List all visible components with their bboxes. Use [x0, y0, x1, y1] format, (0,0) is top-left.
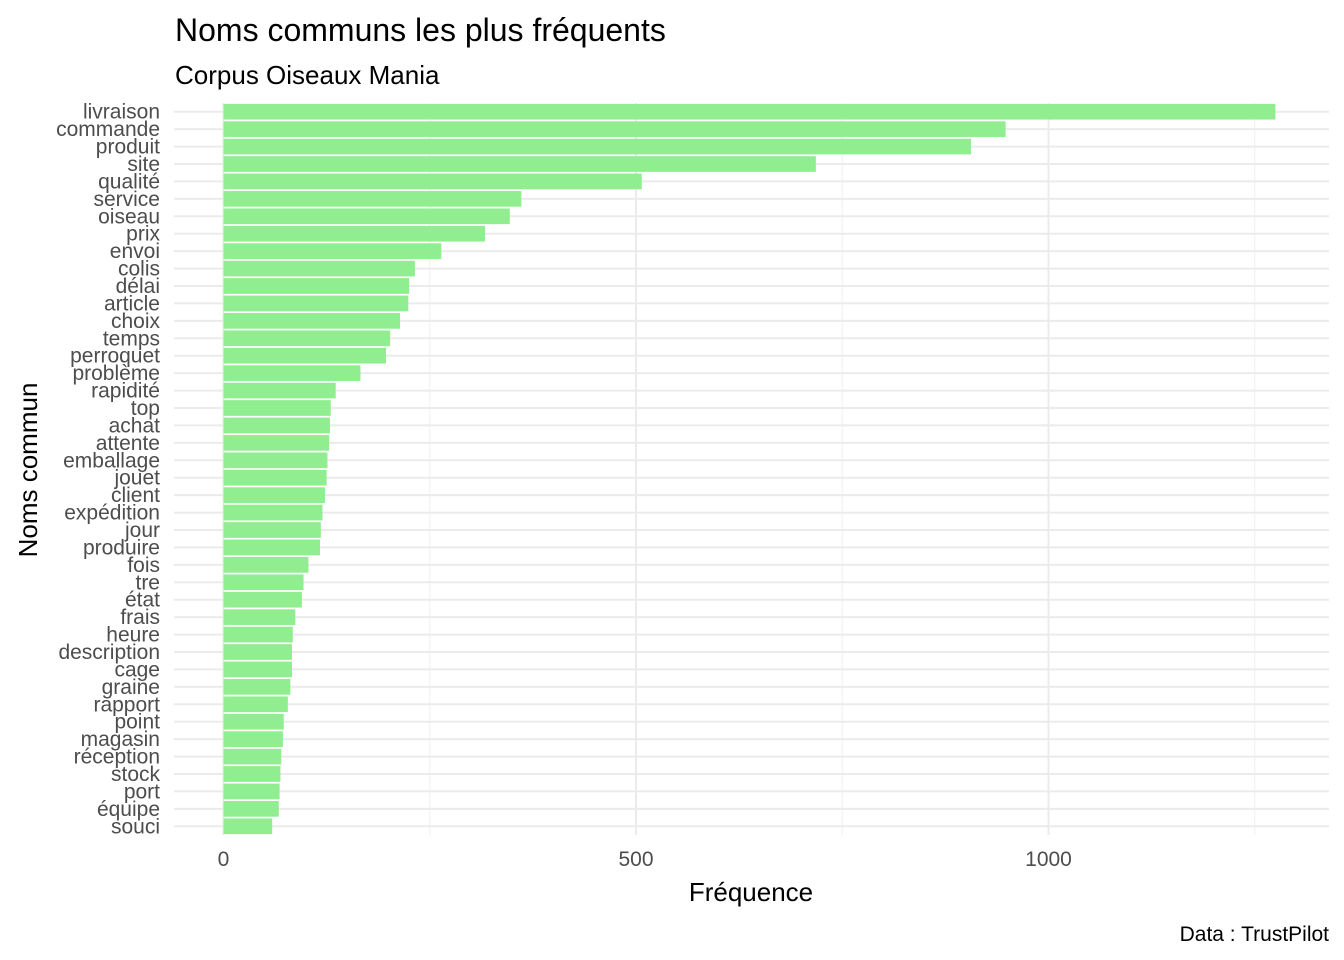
bar-graine [223, 679, 291, 695]
y-tick-label: achat [109, 414, 161, 437]
bar-cage [223, 661, 292, 678]
bar-fois [223, 557, 309, 573]
bar-jouet [223, 469, 327, 486]
y-tick-label: article [104, 292, 160, 315]
y-tick-label: site [127, 153, 160, 176]
bar-état [223, 591, 302, 608]
bar-souci [223, 818, 273, 835]
y-tick-label: service [93, 188, 160, 211]
bar-point [223, 713, 284, 730]
bar-top [223, 400, 331, 416]
bar-oiseau [223, 208, 510, 225]
bar-prix [223, 225, 486, 242]
y-tick-label: heure [106, 624, 160, 647]
y-tick-label: souci [111, 815, 160, 838]
y-tick-label: qualité [98, 170, 160, 193]
y-tick-label: point [114, 711, 160, 734]
x-tick-label: 1000 [1025, 848, 1072, 871]
y-tick-label: livraison [83, 101, 160, 124]
y-tick-label: perroquet [70, 345, 160, 368]
x-tick-label: 500 [618, 848, 653, 871]
y-tick-label: jour [124, 519, 160, 542]
y-tick-label: graine [102, 676, 160, 699]
bar-site [223, 156, 816, 172]
bar-heure [223, 626, 293, 643]
bar-service [223, 191, 522, 207]
bars [223, 103, 1276, 835]
y-tick-label: produire [83, 536, 160, 559]
y-tick-label: top [131, 397, 160, 420]
y-tick-label: fois [127, 554, 160, 577]
bar-équipe [223, 801, 279, 817]
y-tick-label: délai [116, 275, 160, 298]
bar-frais [223, 609, 296, 625]
y-tick-label: oiseau [98, 205, 160, 228]
y-tick-label: réception [74, 746, 160, 769]
bar-emballage [223, 452, 328, 469]
y-tick-label: expédition [64, 502, 160, 525]
bar-port [223, 783, 280, 800]
bar-qualité [223, 173, 642, 190]
y-tick-label: commande [56, 118, 160, 141]
x-tick-labels: 0 500 1000 [218, 848, 1072, 871]
bar-rapidité [223, 382, 336, 399]
y-tick-label: jouet [113, 467, 160, 490]
bar-attente [223, 435, 330, 451]
bar-description [223, 644, 292, 660]
bar-réception [223, 748, 282, 765]
caption: Data : TrustPilot [1180, 923, 1330, 946]
bar-expédition [223, 504, 323, 521]
bar-produire [223, 539, 321, 556]
y-tick-label: choix [111, 310, 161, 333]
bar-livraison [223, 103, 1276, 120]
bar-tre [223, 574, 304, 591]
y-tick-label: état [125, 589, 160, 612]
y-tick-labels: livraisoncommandeproduitsitequalitéservi… [56, 101, 160, 839]
bar-produit [223, 138, 971, 155]
bar-magasin [223, 731, 283, 747]
y-tick-label: client [111, 484, 160, 507]
bar-achat [223, 417, 330, 434]
y-tick-label: envoi [110, 240, 160, 263]
y-tick-label: description [58, 641, 160, 664]
y-tick-label: colis [118, 258, 160, 281]
bar-jour [223, 522, 321, 538]
y-tick-label: prix [126, 223, 160, 246]
y-tick-label: tre [135, 571, 160, 594]
y-tick-label: équipe [97, 798, 160, 821]
bar-envoi [223, 243, 442, 259]
bar-stock [223, 766, 281, 782]
bar-article [223, 295, 409, 312]
y-tick-label: problème [72, 362, 160, 385]
bar-rapport [223, 696, 288, 713]
bar-choix [223, 313, 401, 329]
y-tick-label: port [124, 780, 160, 803]
chart-title: Noms communs les plus fréquents [175, 12, 666, 48]
bar-colis [223, 260, 415, 277]
y-tick-label: attente [96, 432, 160, 455]
y-tick-label: emballage [63, 449, 160, 472]
bar-délai [223, 278, 410, 294]
bar-problème [223, 365, 361, 381]
bar-client [223, 487, 325, 503]
x-tick-label: 0 [218, 848, 230, 871]
y-tick-label: stock [111, 763, 161, 786]
bar-temps [223, 330, 391, 347]
chart-subtitle: Corpus Oiseaux Mania [175, 60, 440, 90]
y-tick-label: frais [120, 606, 160, 629]
y-tick-label: rapidité [91, 380, 160, 403]
bar-perroquet [223, 347, 387, 364]
x-axis-title: Fréquence [689, 877, 813, 907]
bar-commande [223, 121, 1006, 137]
y-axis-title: Noms commun [13, 383, 43, 558]
y-tick-label: cage [114, 658, 160, 681]
y-tick-label: rapport [93, 693, 160, 716]
y-tick-label: temps [103, 327, 160, 350]
y-tick-label: magasin [81, 728, 160, 751]
y-tick-label: produit [96, 136, 160, 159]
